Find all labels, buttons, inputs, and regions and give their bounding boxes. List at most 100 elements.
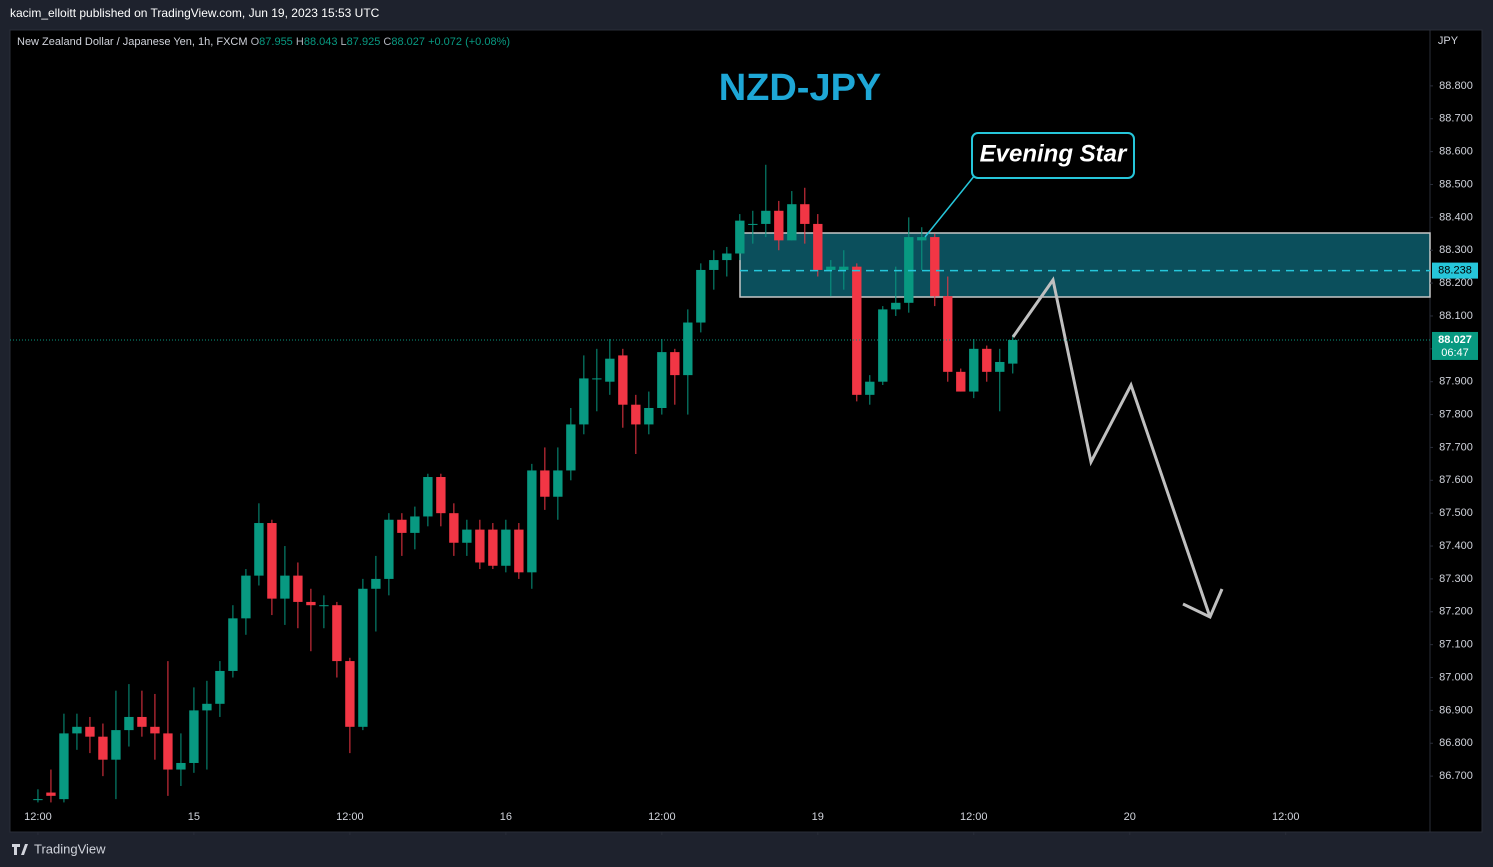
y-tick-label: 87.600 xyxy=(1439,474,1473,486)
x-tick-label: 12:00 xyxy=(960,811,988,823)
candle-body xyxy=(228,618,238,671)
y-tick-label: 88.800 xyxy=(1439,80,1473,92)
candle-body xyxy=(501,529,511,566)
candle-body xyxy=(631,404,641,425)
candle-body xyxy=(449,513,459,543)
candle-body xyxy=(215,670,225,704)
candle-body xyxy=(839,266,849,270)
candle-body xyxy=(345,661,355,727)
last-price-tag xyxy=(1432,331,1478,360)
candle-body xyxy=(176,762,186,770)
candle-body xyxy=(436,477,446,514)
candle-body xyxy=(683,322,693,376)
candle-body xyxy=(527,470,537,573)
candle-body xyxy=(644,407,654,425)
callout-pointer xyxy=(924,174,976,238)
candle-body xyxy=(930,237,940,297)
legend: New Zealand Dollar / Japanese Yen, 1h, F… xyxy=(17,36,510,48)
candle-body xyxy=(241,575,251,619)
legend-key: C xyxy=(383,36,391,48)
x-tick-label: 19 xyxy=(812,811,824,823)
x-tick-label: 20 xyxy=(1124,811,1136,823)
x-tick-label: 12:00 xyxy=(648,811,676,823)
candle-body xyxy=(254,523,264,576)
y-tick-label: 87.300 xyxy=(1439,573,1473,585)
candle-body xyxy=(319,605,329,607)
candle-body xyxy=(956,371,966,392)
candle-body xyxy=(475,529,485,563)
candle-body xyxy=(332,605,342,662)
footer-logo xyxy=(12,844,28,855)
candle-body xyxy=(800,204,810,224)
y-tick-label: 88.400 xyxy=(1439,211,1473,223)
candle-body xyxy=(293,575,303,602)
y-tick-label: 87.400 xyxy=(1439,540,1473,552)
y-tick-label: 88.500 xyxy=(1439,178,1473,190)
candle-body xyxy=(137,716,147,727)
candle-body xyxy=(826,266,836,270)
candle-body xyxy=(995,361,1005,372)
legend-value: 88.043 xyxy=(304,36,338,48)
publisher: kacim_elloitt published on TradingView.c… xyxy=(10,6,380,20)
candle-body xyxy=(267,523,277,599)
x-tick-label: 16 xyxy=(500,811,512,823)
candle-body xyxy=(540,470,550,497)
candle-body xyxy=(787,204,797,241)
x-tick-label: 12:00 xyxy=(24,811,52,823)
candle-body xyxy=(384,519,394,579)
y-tick-label: 87.700 xyxy=(1439,441,1473,453)
candle-body xyxy=(943,296,953,372)
candle-body xyxy=(878,309,888,382)
candle-body xyxy=(46,792,56,796)
candle-body xyxy=(553,470,563,497)
candle-body xyxy=(59,733,69,800)
y-tick-label: 87.200 xyxy=(1439,606,1473,618)
candle-body xyxy=(202,703,212,711)
candle-body xyxy=(579,378,589,425)
legend-key: H xyxy=(296,36,304,48)
candle-body xyxy=(891,302,901,310)
candle-body xyxy=(163,733,173,770)
y-tick-label: 86.700 xyxy=(1439,770,1473,782)
candle-body xyxy=(813,223,823,270)
y-tick-label: 87.800 xyxy=(1439,408,1473,420)
legend-value: 88.027 xyxy=(391,36,425,48)
candle-body xyxy=(592,378,602,380)
candle-body xyxy=(189,710,199,763)
x-tick-label: 15 xyxy=(188,811,200,823)
candle-body xyxy=(657,352,667,408)
y-tick-label: 86.800 xyxy=(1439,737,1473,749)
candle-body xyxy=(852,266,862,395)
candle-body xyxy=(488,529,498,566)
candle-body xyxy=(748,223,758,225)
chart-title: NZD-JPY xyxy=(719,67,882,109)
candle-body xyxy=(358,588,368,727)
y-tick-label: 88.200 xyxy=(1439,277,1473,289)
symbol: New Zealand Dollar / Japanese Yen, 1h, F… xyxy=(17,36,248,48)
candle-body xyxy=(111,730,121,760)
candle-body xyxy=(774,210,784,241)
legend-value: 87.955 xyxy=(259,36,293,48)
candle-body xyxy=(670,352,680,376)
candle-body xyxy=(761,210,771,224)
candle-body xyxy=(514,529,524,573)
candle-body xyxy=(72,726,82,734)
y-tick-label: 87.900 xyxy=(1439,376,1473,388)
projection-arrowhead xyxy=(1182,588,1224,620)
projection-path xyxy=(1011,276,1212,618)
x-tick-label: 12:00 xyxy=(1272,811,1300,823)
legend-change: +0.072 (+0.08%) xyxy=(428,36,510,48)
legend-value: 87.925 xyxy=(347,36,381,48)
level-tag xyxy=(1432,262,1478,279)
candle-body xyxy=(735,220,745,254)
candle-body xyxy=(423,477,433,517)
legend-key: L xyxy=(341,36,347,48)
candle-body xyxy=(709,260,719,270)
chart-pane xyxy=(9,29,1483,833)
candle-body xyxy=(306,601,316,606)
candle-body xyxy=(969,348,979,392)
candle-body xyxy=(397,519,407,533)
candle-body xyxy=(1008,339,1018,364)
candle-body xyxy=(566,424,576,471)
candle-body xyxy=(696,269,706,323)
